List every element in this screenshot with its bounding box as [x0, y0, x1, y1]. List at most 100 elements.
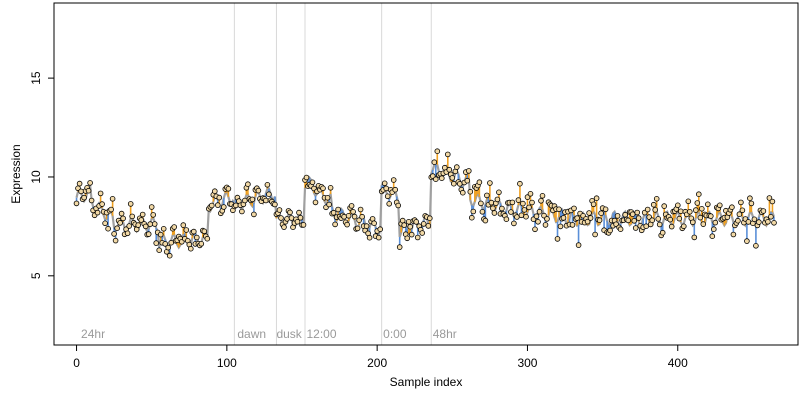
data-point	[598, 210, 604, 217]
data-point	[294, 219, 301, 225]
phase-labels: 24hr dawn dusk 12:00 0:00 48hr	[81, 327, 457, 341]
data-point	[643, 223, 649, 230]
data-point	[194, 234, 200, 241]
data-point	[109, 196, 116, 202]
data-point	[426, 215, 433, 222]
data-point	[704, 201, 711, 208]
data-point	[209, 202, 215, 209]
data-point	[494, 196, 501, 203]
data-point	[215, 202, 221, 208]
data-point	[760, 208, 767, 214]
data-point	[668, 223, 675, 230]
data-point	[765, 219, 771, 225]
data-point	[145, 231, 152, 237]
data-point	[85, 187, 92, 194]
data-point	[414, 234, 421, 241]
data-point	[332, 221, 338, 228]
data-point	[710, 226, 717, 233]
data-point	[335, 206, 341, 213]
data-point	[127, 201, 134, 207]
data-point	[151, 221, 158, 227]
data-point	[135, 222, 142, 228]
data-point	[744, 238, 750, 244]
data-point	[697, 214, 704, 221]
data-point	[685, 198, 692, 205]
data-point	[556, 206, 562, 213]
data-point	[276, 207, 283, 213]
data-point	[99, 201, 105, 207]
data-point	[517, 180, 523, 187]
data-point	[111, 231, 117, 237]
data-point	[692, 207, 699, 213]
data-point	[255, 187, 262, 194]
data-point	[225, 186, 232, 192]
data-point	[751, 216, 758, 223]
data-point	[695, 191, 702, 198]
data-point	[156, 247, 163, 254]
data-point	[341, 213, 347, 220]
data-point	[371, 220, 377, 227]
data-point	[631, 218, 637, 224]
y-tick-label: 10	[29, 170, 43, 184]
data-point	[438, 175, 445, 182]
data-point	[201, 228, 208, 235]
data-point	[739, 207, 746, 214]
data-point	[655, 216, 661, 222]
data-point	[508, 209, 514, 215]
data-point	[390, 177, 397, 183]
data-point	[691, 234, 698, 241]
data-point	[278, 215, 284, 221]
data-point	[114, 225, 120, 232]
data-point	[251, 211, 257, 218]
data-point	[245, 181, 251, 188]
data-point	[709, 233, 716, 240]
data-point	[87, 180, 93, 186]
data-point	[677, 208, 684, 215]
data-point	[148, 204, 155, 210]
data-point	[425, 223, 432, 229]
data-point	[395, 202, 402, 209]
data-point	[661, 203, 667, 209]
data-point	[105, 225, 111, 232]
data-point	[680, 223, 687, 230]
data-point	[769, 198, 776, 205]
phase-label: dawn	[237, 327, 266, 341]
data-point	[644, 206, 651, 213]
data-point	[509, 199, 516, 206]
data-point	[635, 215, 642, 221]
data-point	[768, 214, 774, 220]
data-point	[386, 201, 393, 207]
data-point	[459, 189, 466, 196]
data-point	[407, 223, 414, 230]
data-point	[535, 219, 541, 225]
data-point	[766, 195, 773, 201]
data-point	[309, 179, 316, 186]
data-point	[514, 214, 520, 220]
data-point	[533, 213, 540, 220]
data-point	[330, 209, 337, 216]
data-point	[344, 221, 350, 228]
data-point	[296, 209, 302, 216]
data-point	[520, 200, 526, 207]
phase-label: 12:00	[307, 327, 337, 341]
data-point	[171, 224, 178, 230]
data-point	[592, 231, 598, 238]
data-point	[168, 239, 175, 246]
data-point	[326, 201, 332, 208]
data-point	[689, 219, 696, 226]
x-tick-label: 0	[73, 356, 80, 370]
data-point	[700, 221, 707, 227]
data-point	[162, 241, 169, 247]
data-point	[138, 217, 145, 223]
data-point	[518, 212, 525, 219]
data-point	[120, 215, 126, 222]
data-point	[503, 216, 510, 223]
data-point	[632, 225, 639, 231]
data-point	[375, 234, 382, 241]
data-point	[405, 219, 412, 225]
data-point	[593, 195, 600, 202]
data-point	[539, 193, 546, 199]
data-point	[284, 216, 290, 222]
data-point	[467, 188, 474, 195]
data-point	[142, 223, 149, 230]
